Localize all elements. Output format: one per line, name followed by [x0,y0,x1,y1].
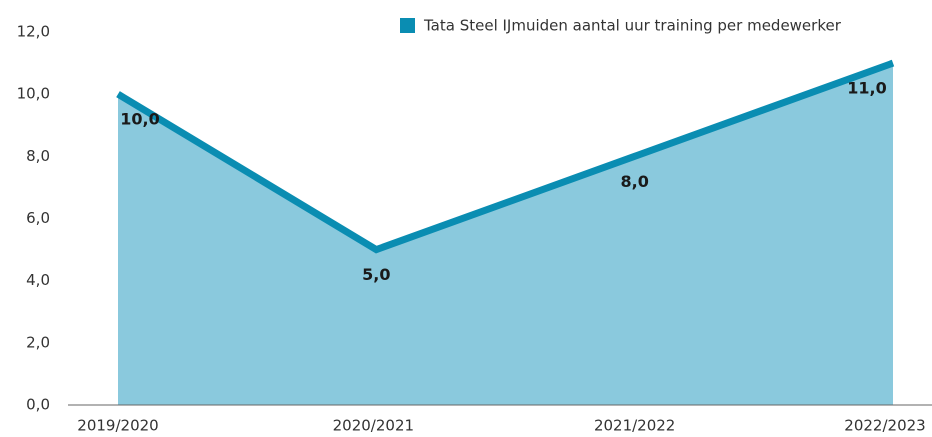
data-label: 5,0 [362,265,390,284]
x-tick-label: 2019/2020 [77,417,158,435]
legend-label: Tata Steel IJmuiden aantal uur training … [423,17,842,35]
x-tick-label: 2021/2022 [594,417,675,435]
area [118,63,893,405]
data-label: 10,0 [120,110,159,129]
y-tick-label: 6,0 [26,209,50,227]
y-tick-label: 8,0 [26,147,50,165]
data-label: 11,0 [847,79,886,98]
data-label: 8,0 [620,172,648,191]
legend-swatch [400,18,415,33]
y-tick-label: 2,0 [26,333,50,351]
y-tick-label: 4,0 [26,271,50,289]
y-tick-label: 10,0 [17,85,50,103]
y-tick-label: 0,0 [26,396,50,414]
y-tick-label: 12,0 [17,23,50,41]
line [116,59,895,254]
x-tick-label: 2022/2023 [844,417,925,435]
x-tick-label: 2020/2021 [333,417,414,435]
